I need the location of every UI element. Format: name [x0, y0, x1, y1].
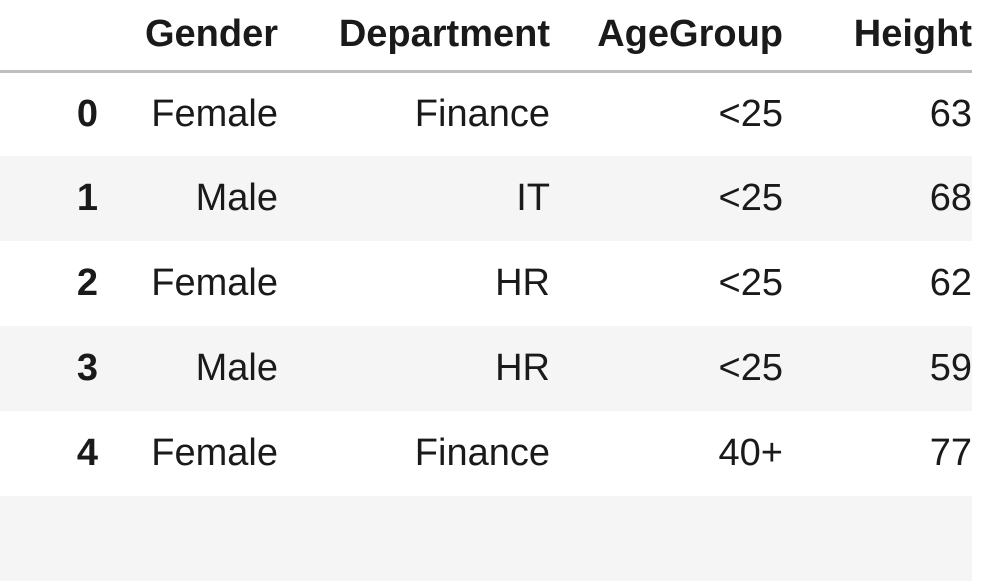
column-header-department: Department [278, 0, 550, 73]
table-row: 4 Female Finance 40+ 77 [0, 411, 972, 496]
row-index: 0 [76, 92, 98, 135]
column-header-gender: Gender [98, 0, 278, 73]
column-header-agegroup: AgeGroup [550, 0, 783, 73]
cell-department: HR [495, 347, 550, 389]
cell-gender: Female [151, 262, 278, 304]
column-header-height: Height [783, 0, 972, 73]
table-row: 3 Male HR <25 59 [0, 326, 972, 411]
cell-gender: Male [195, 177, 278, 219]
cell-height: 77 [929, 432, 972, 474]
header-row: Gender Department AgeGroup Height [0, 0, 972, 73]
cell-agegroup: <25 [718, 347, 783, 389]
table-row: 2 Female HR <25 62 [0, 241, 972, 326]
cell-department: Finance [414, 92, 550, 135]
cell-height: 59 [929, 347, 972, 389]
cell-height: 68 [929, 177, 972, 219]
table-row: 1 Male IT <25 68 [0, 156, 972, 241]
row-index: 2 [76, 262, 98, 304]
row-index: 4 [76, 432, 98, 474]
cell-agegroup: <25 [718, 262, 783, 304]
cell-department: Finance [414, 432, 550, 474]
cell-gender: Male [195, 347, 278, 389]
row-index: 3 [76, 347, 98, 389]
cell-height: 62 [929, 262, 972, 304]
dataframe-container: Gender Department AgeGroup Height 0 Fema… [0, 0, 972, 474]
cell-agegroup: <25 [718, 92, 783, 135]
cell-department: HR [495, 262, 550, 304]
table-row-partial [0, 496, 972, 581]
table-body: 0 Female Finance <25 63 1 Male IT <25 68… [0, 71, 972, 581]
cell-department: IT [516, 177, 550, 219]
table-header: Gender Department AgeGroup Height [0, 0, 972, 73]
table-row: 0 Female Finance <25 63 [0, 71, 972, 156]
cell-height: 63 [929, 92, 972, 135]
cell-gender: Female [151, 432, 278, 474]
cell-gender: Female [151, 92, 278, 135]
cell-agegroup: 40+ [718, 432, 783, 474]
cell-agegroup: <25 [718, 177, 783, 219]
row-index: 1 [76, 177, 98, 219]
index-header [0, 0, 98, 73]
